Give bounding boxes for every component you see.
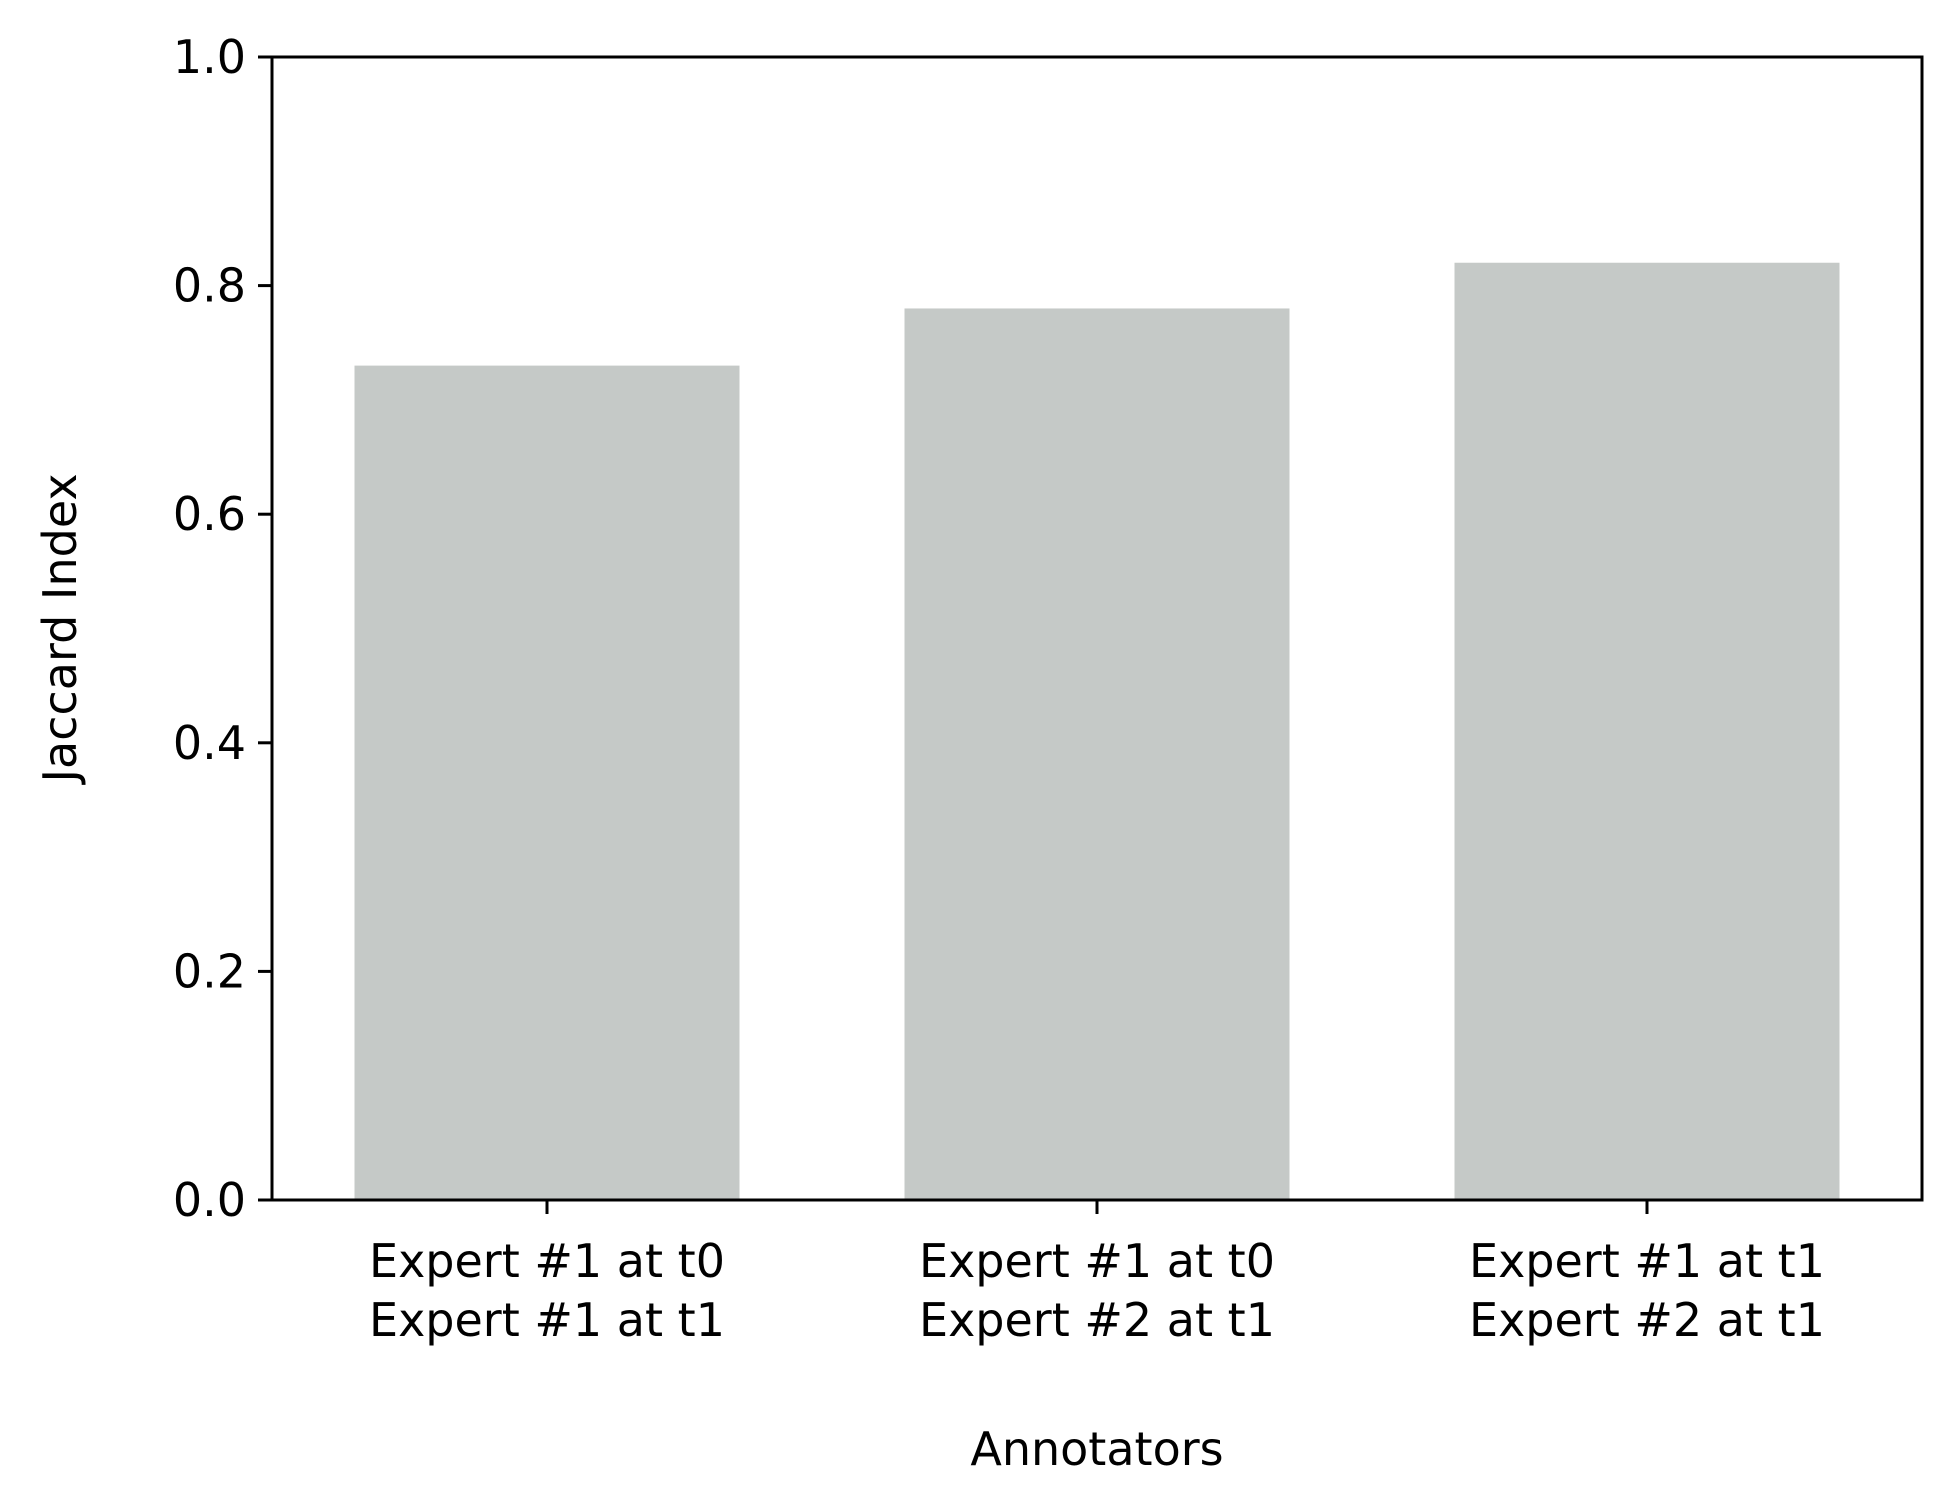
y-tick-label: 0.8 xyxy=(173,259,246,313)
y-tick-label: 0.6 xyxy=(173,487,246,541)
x-tick-label: Expert #1 at t1 xyxy=(1469,1234,1825,1288)
x-tick-label: Expert #2 at t1 xyxy=(919,1293,1275,1347)
y-tick-label: 0.0 xyxy=(173,1173,246,1227)
x-axis-title: Annotators xyxy=(970,1422,1223,1476)
y-axis-title: Jaccard Index xyxy=(33,473,87,785)
x-tick-label: Expert #1 at t0 xyxy=(919,1234,1275,1288)
x-tick-label: Expert #1 at t1 xyxy=(369,1293,725,1347)
x-tick-label: Expert #1 at t0 xyxy=(369,1234,725,1288)
y-tick-label: 0.4 xyxy=(173,716,246,770)
y-axis-ticks: 0.0 0.2 0.4 0.6 0.8 1.0 xyxy=(173,30,272,1227)
bar-3 xyxy=(1454,262,1840,1200)
y-tick-label: 1.0 xyxy=(173,30,246,84)
y-tick-label: 0.2 xyxy=(173,944,246,998)
bar-1 xyxy=(354,365,740,1200)
bars-group xyxy=(354,262,1840,1201)
bar-2 xyxy=(904,308,1290,1201)
x-tick-label: Expert #2 at t1 xyxy=(1469,1293,1825,1347)
